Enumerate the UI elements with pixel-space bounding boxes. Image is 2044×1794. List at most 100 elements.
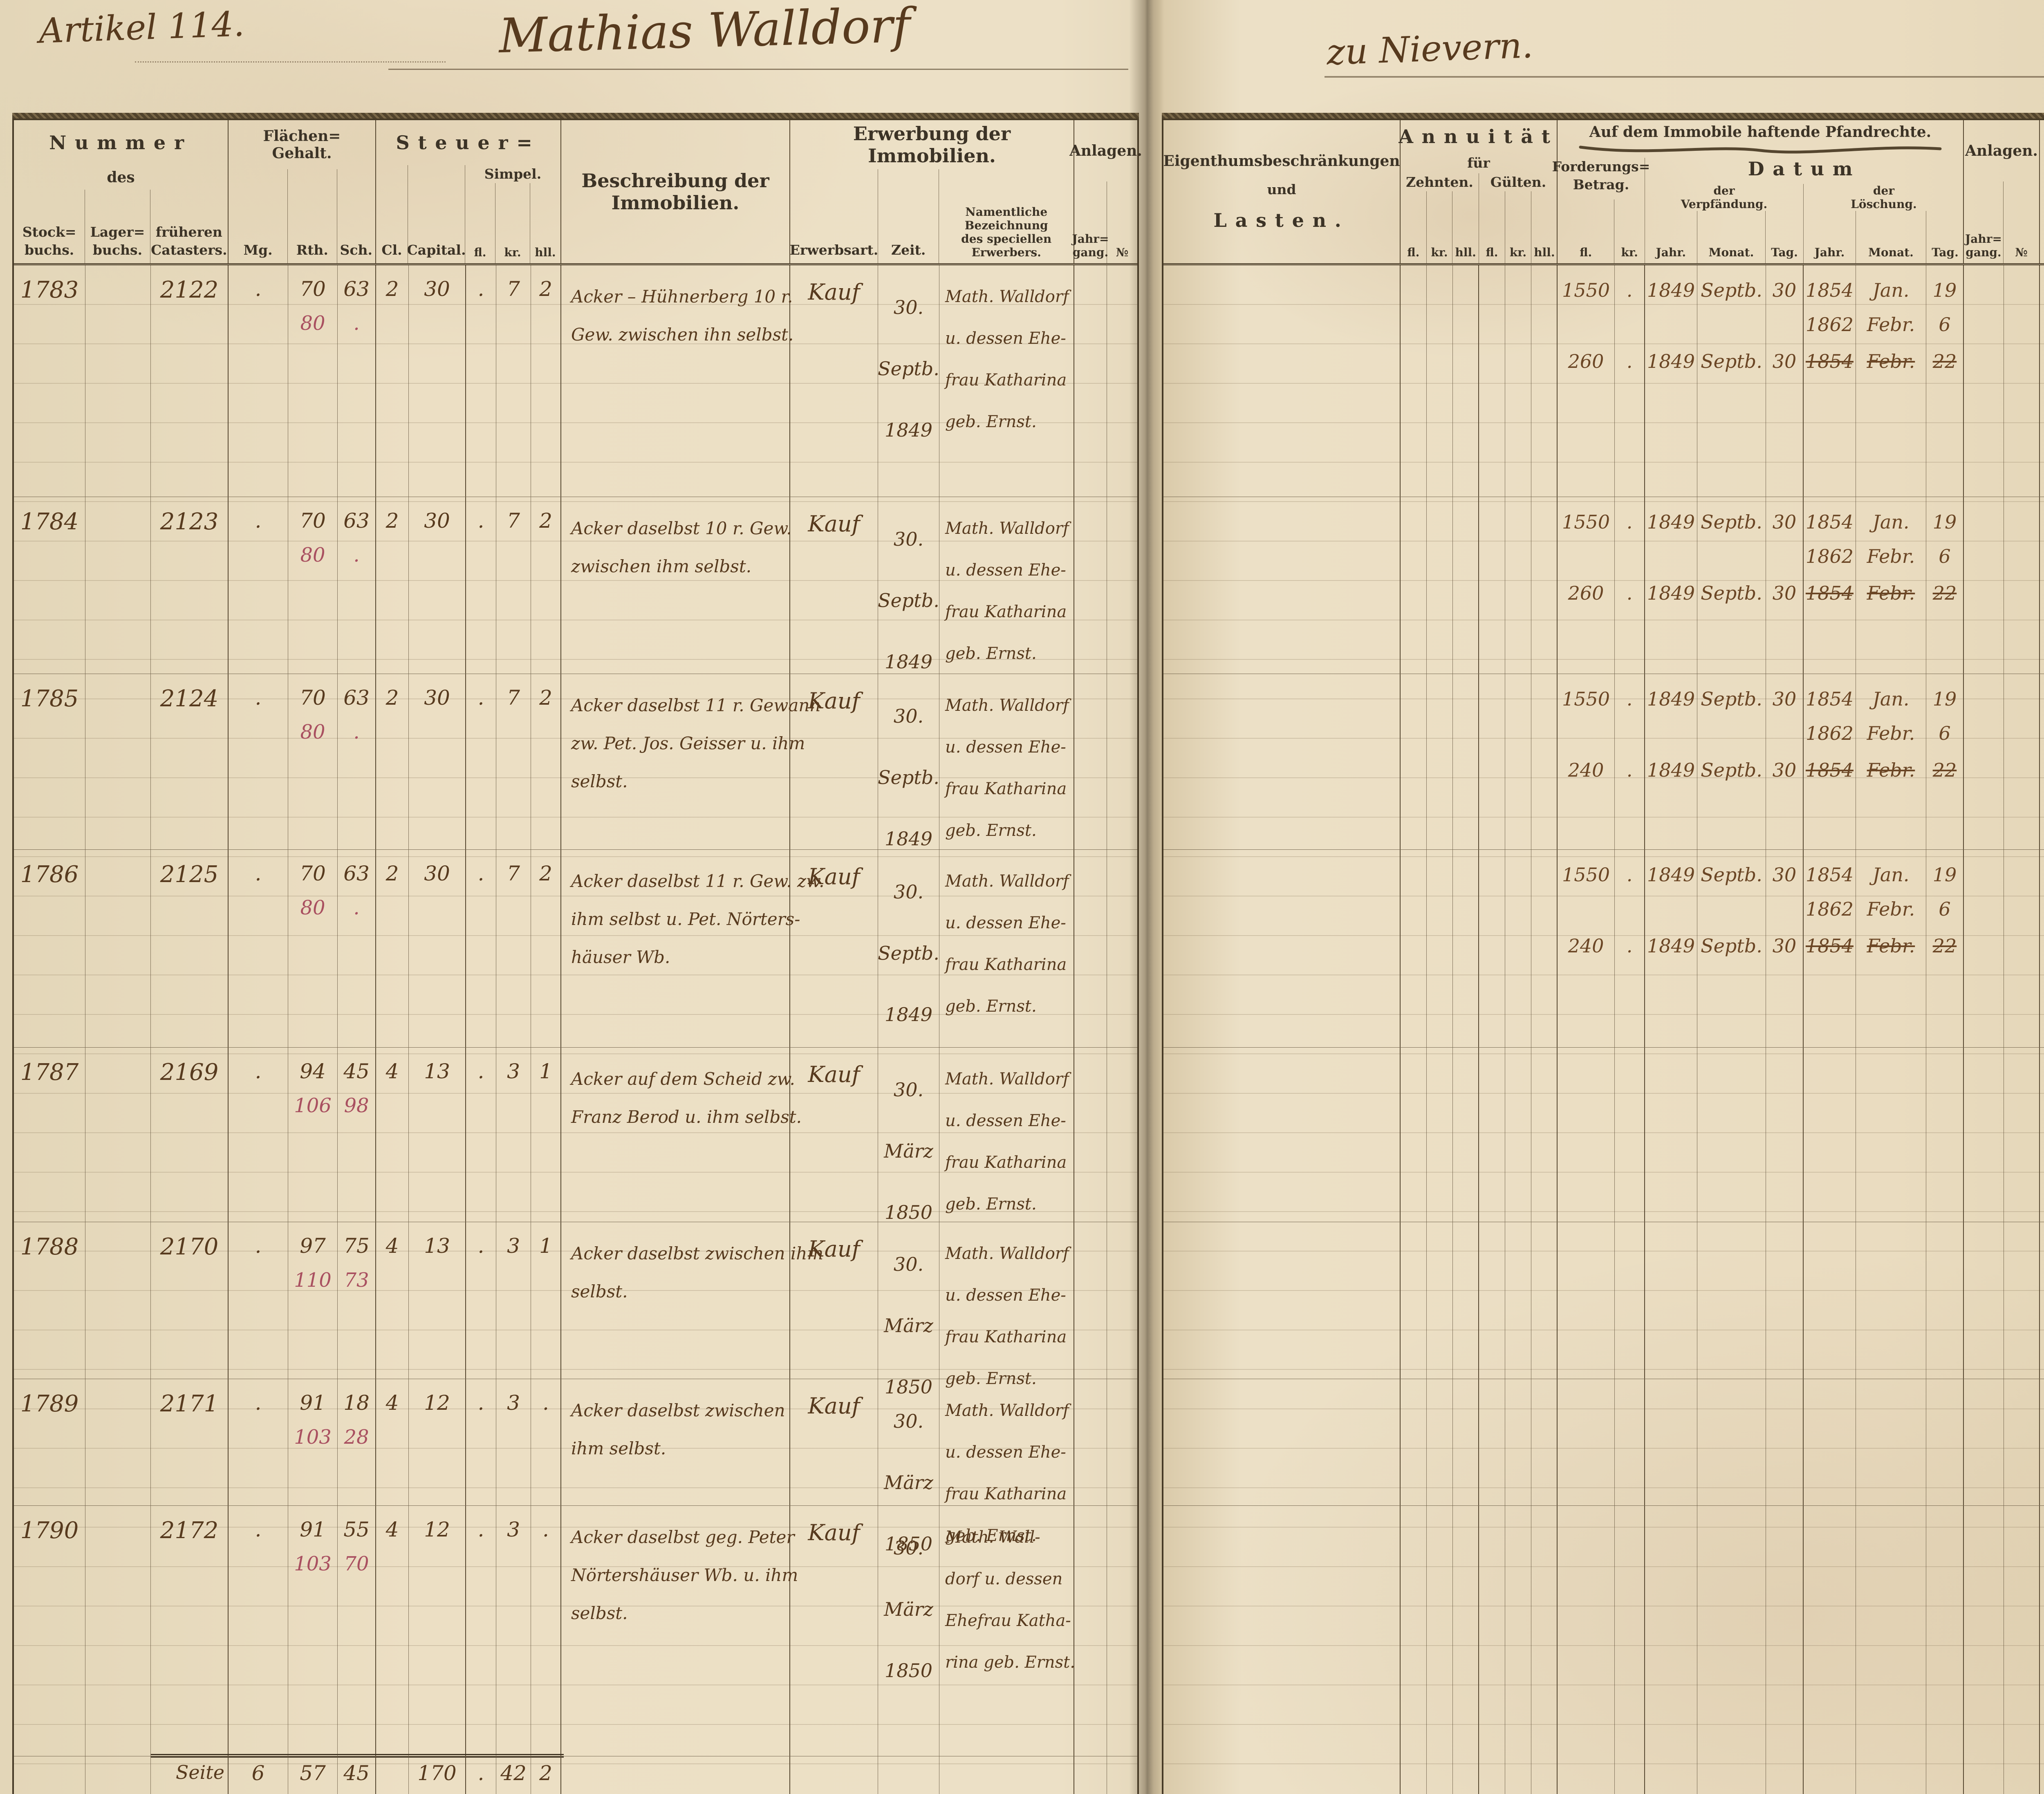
- cell-simpel-fl: .: [466, 497, 496, 674]
- cell-zeit: 30. März 1850: [878, 1506, 939, 1756]
- cell-zehnten-hll: [1453, 497, 1479, 674]
- cell-guelten-kr: [1505, 1379, 1531, 1505]
- cell-lasten: [1163, 850, 1401, 1047]
- cell-empty: [939, 1756, 1074, 1794]
- cell-zehnten-hll: [1453, 674, 1479, 849]
- cell-lagerbuch: [85, 265, 151, 497]
- cell-verpf-jahr: 1849 1849: [1645, 497, 1697, 674]
- cell-loesch-jahr: [1804, 1379, 1856, 1505]
- cell-mg: .: [229, 1048, 288, 1222]
- cell-zehnten-hll: [1453, 850, 1479, 1047]
- col-header-cl: Cl.: [376, 165, 408, 263]
- cell-loesch-jahr: 1854 1862 1854: [1804, 265, 1856, 497]
- cell-sch: 63.: [338, 265, 376, 497]
- right-table-body: 1550 260 .. 1849 1849 Septb. Septb. 30 30 18…: [1163, 265, 2044, 1794]
- cell-sch: 18 28: [338, 1379, 376, 1505]
- cell-simpel-fl: .: [466, 1379, 496, 1505]
- cell-guelten-fl: [1479, 1222, 1505, 1379]
- cell-guelten-fl: [1479, 1048, 1505, 1222]
- cell-loesch-tag: 19 6 22: [1926, 674, 1964, 849]
- cell-cl: 2: [376, 850, 409, 1047]
- col-header-vm: Monat.: [1697, 211, 1766, 263]
- cell-sch: 55 70: [338, 1506, 376, 1756]
- cell-betrag-fl: 1550 240: [1558, 850, 1615, 1047]
- col-header-simpel-fl: fl.: [465, 183, 495, 263]
- cell-betrag-fl: [1558, 1379, 1615, 1505]
- cell-verpf-tag: [1766, 1048, 1804, 1222]
- cell-jahrgang: [1074, 1506, 1107, 1756]
- cell-loesch-monat: [1856, 1222, 1926, 1379]
- col-header-stockbuchs: Stock= buchs.: [14, 190, 85, 263]
- cell-simpel-kr: 3: [496, 1379, 531, 1505]
- col-header-mg: Mg.: [229, 169, 288, 263]
- cell-verpf-monat: [1697, 1048, 1766, 1222]
- col-header-zeit: Zeit.: [878, 169, 939, 263]
- cell-erwerber: Math. Walldorf u. dessen Ehe-frau Kathari…: [939, 497, 1074, 674]
- cell-simpel-kr: 3: [496, 1222, 531, 1379]
- right-table-header: Eigenthumsbeschränkungen und Lasten. Ann…: [1163, 120, 2044, 265]
- col-header-flaechengehalt: Flächen= Gehalt.: [263, 128, 341, 162]
- cell-mg: .: [229, 497, 288, 674]
- owner-underline: [388, 69, 1128, 70]
- cell-guelten-kr: [1505, 265, 1531, 497]
- cell-simpel-kr: 3: [496, 1506, 531, 1756]
- cell-lagerbuch: [85, 1222, 151, 1379]
- cell-capital: 30: [409, 850, 466, 1047]
- cell-betrag-kr: ..: [1615, 850, 1645, 1047]
- cell-simpel-fl: .: [466, 1222, 496, 1379]
- cell-sch: 75 73: [338, 1222, 376, 1379]
- cell-guelten-hll: [1531, 265, 1558, 497]
- cell-capital: 13: [409, 1048, 466, 1222]
- cell-zehnten-kr: [1427, 497, 1453, 674]
- cell-zehnten-hll: [1453, 1222, 1479, 1379]
- cell-verpf-jahr: 1849 1849: [1645, 265, 1697, 497]
- cell-erwerbsart: Kauf: [790, 674, 878, 849]
- cell-zehnten-kr: [1427, 1222, 1453, 1379]
- cell-zeit: 30. Septb. 1849: [878, 497, 939, 674]
- cell-cataster: 2122: [151, 265, 229, 497]
- cell-guelten-fl: [1479, 1379, 1505, 1505]
- cell-guelten-hll: [1531, 674, 1558, 849]
- cell-stockbuch: 1785: [14, 674, 85, 849]
- cell-cataster: 2125: [151, 850, 229, 1047]
- cell-zeit: 30. März 1850: [878, 1379, 939, 1555]
- col-header-fuer: für: [1467, 155, 1490, 171]
- cell-lasten: [1163, 1048, 1401, 1222]
- cell-sch: 45 98: [338, 1048, 376, 1222]
- cell-jahrgang-r: [1964, 1379, 2004, 1505]
- cell-loesch-jahr: 1854 1862 1854: [1804, 850, 1856, 1047]
- entry-row-1788: 1788 2170 . 97 110 75 73 4 13 . 3 1 Acker …: [14, 1222, 1137, 1398]
- cell-anmerkung: In 1870 an Art 320Friedrich Nörtershäuse…: [2040, 265, 2044, 497]
- cell-guelten-fl: [1479, 1506, 1505, 1794]
- cell-simpel-hll: 2: [531, 497, 561, 674]
- cell-erwerbsart: Kauf: [790, 497, 878, 674]
- cell-verpf-monat: [1697, 1506, 1766, 1794]
- cell-zehnten-fl: [1401, 1048, 1427, 1222]
- cell-sum-hll: 2: [531, 1756, 561, 1794]
- cell-jahrgang-r: [1964, 1048, 2004, 1222]
- brace-ornament: [1558, 144, 1963, 158]
- col-header-no-r: №: [2015, 246, 2028, 259]
- cell-simpel-hll: 2: [531, 674, 561, 849]
- cell-verpf-jahr: 1849 1849: [1645, 674, 1697, 849]
- entry-row-1786: 1786 2125 . 70 80 63. 2 30 . 7 2 Acker da…: [14, 850, 1137, 1048]
- pfand-row-1790: In 1870 an Art 321Nicolaus Nörtershäuser: [1163, 1506, 2044, 1794]
- cell-anmerkung: In 1870 an Art 162Wilhelm Lauch von Früc…: [2040, 850, 2044, 1047]
- left-table-body: 1783 2122 . 70 80 63. 2 30 . 7 2 Acker – …: [14, 265, 1137, 1794]
- cell-erwerber: Math. Walldorf u. dessen Ehe-frau Kathari…: [939, 1048, 1074, 1222]
- cell-loesch-monat: Jan. Febr. Febr.: [1856, 497, 1926, 674]
- cell-loesch-tag: [1926, 1222, 1964, 1379]
- cell-verpf-jahr: [1645, 1222, 1697, 1379]
- cell-guelten-kr: [1505, 1506, 1531, 1794]
- col-header-guelten-hll: hll.: [1534, 246, 1555, 259]
- cell-zehnten-kr: [1427, 265, 1453, 497]
- col-header-zehnten-kr: kr.: [1427, 191, 1453, 263]
- col-header-guelten-fl: fl.: [1479, 191, 1505, 263]
- cell-lagerbuch: [85, 1048, 151, 1222]
- artikel-underline: [135, 61, 446, 63]
- cell-erwerbsart: Kauf: [790, 850, 878, 1047]
- cell-sch: 63.: [338, 497, 376, 674]
- col-header-abgang: über den Abgang.: [2040, 194, 2044, 231]
- cell-mg: .: [229, 1506, 288, 1756]
